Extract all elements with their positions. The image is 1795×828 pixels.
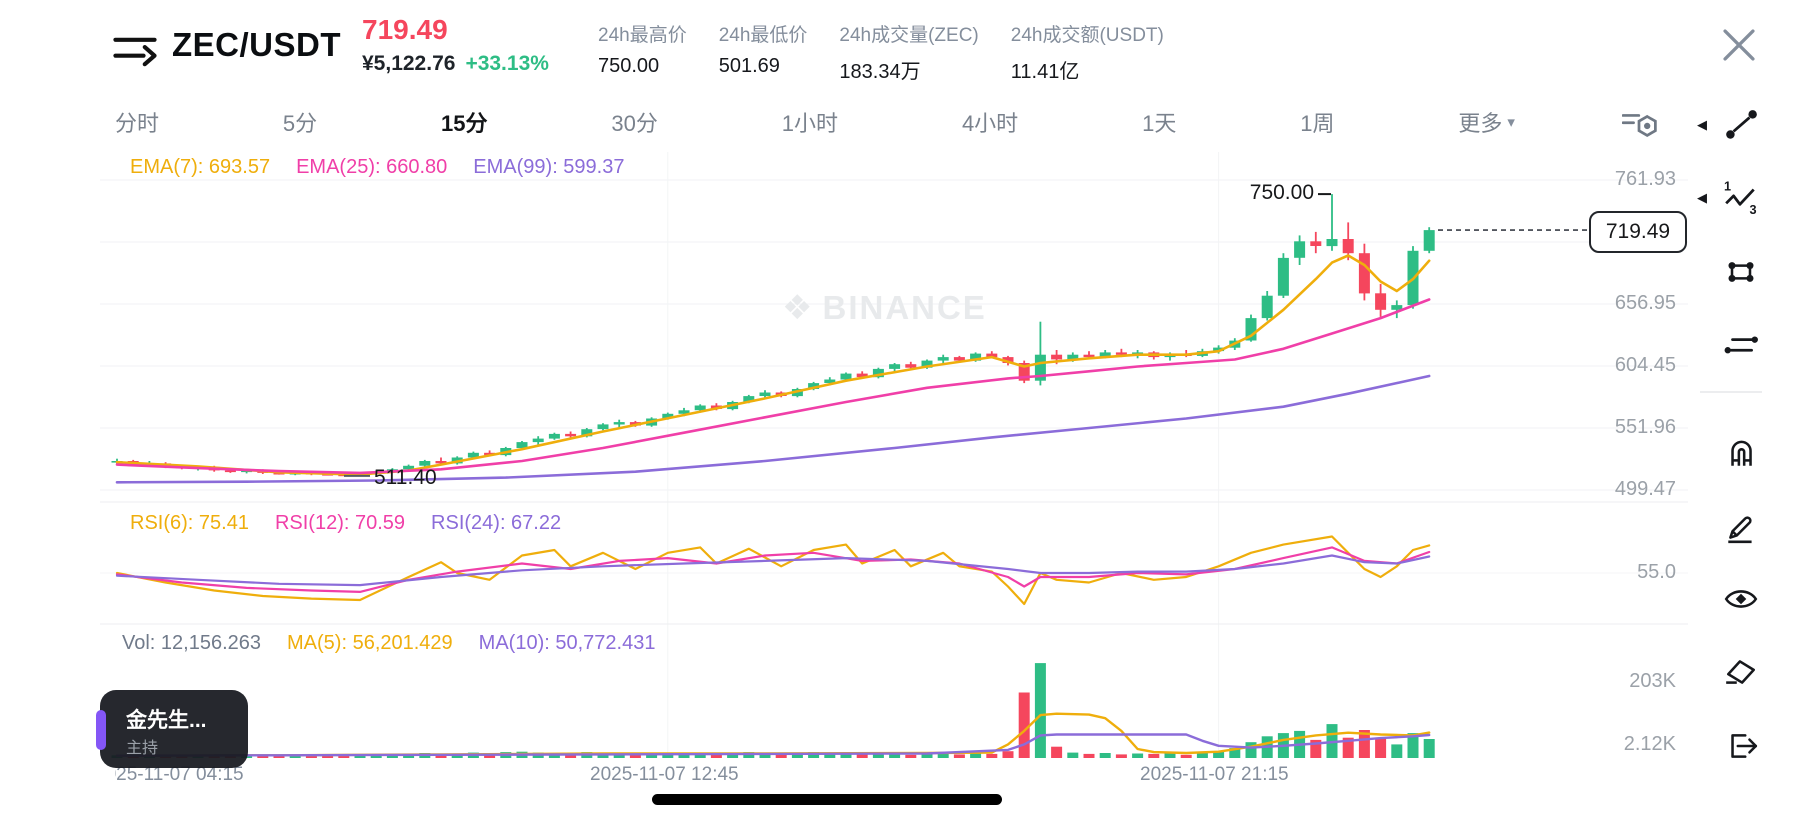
stat-high: 24h最高价 750.00 <box>598 25 687 77</box>
shape-tool-icon[interactable] <box>1723 254 1759 290</box>
y-axis-label: 604.45 <box>1614 354 1676 376</box>
magnet-icon[interactable] <box>1723 435 1759 471</box>
ema99-legend: EMA(99): 599.37 <box>473 156 625 178</box>
fiat-price: ¥5,122.76 <box>362 52 456 75</box>
rsi12-legend: RSI(12): 70.59 <box>274 512 406 534</box>
x-tick-label: 2025-11-07 21:15 <box>1140 764 1289 785</box>
svg-text:1: 1 <box>1724 180 1731 194</box>
ema25-legend: EMA(25): 660.80 <box>296 156 448 178</box>
volume-legend: Vol: 12,156.263 MA(5): 56,201.429 MA(10)… <box>122 632 655 655</box>
y-axis-label: 761.93 <box>1614 168 1676 190</box>
rsi6-legend: RSI(6): 75.41 <box>130 512 249 534</box>
stat-low: 24h最低价 501.69 <box>718 25 808 77</box>
rsi24-legend: RSI(24): 67.22 <box>431 512 562 534</box>
stat-volume-quote: 24h成交额(USDT) 11.41亿 <box>1010 25 1164 83</box>
vol-ma10-legend: MA(10): 50,772.431 <box>478 632 656 654</box>
tab-1d[interactable]: 1天 <box>1142 111 1177 136</box>
tab-15m[interactable]: 15分 <box>441 111 488 136</box>
high-annotation: 750.00 <box>1249 181 1314 205</box>
24h-stats: 24h最高价 750.00 24h最低价 501.69 24h成交量(ZEC) … <box>598 20 1164 84</box>
livestream-card[interactable]: 金先生... 主持 <box>96 690 248 768</box>
fiat-price-row: ¥5,122.76 +33.13% <box>362 52 549 76</box>
home-indicator <box>652 794 1002 805</box>
ema7-legend: EMA(7): 693.57 <box>130 156 271 178</box>
timeframe-tabs: 分时 5分 15分 30分 1小时 4小时 1天 1周 更多 ▾ <box>115 106 1515 138</box>
toolbar-divider <box>1700 391 1762 393</box>
livestream-accent-bar <box>96 710 106 750</box>
livestream-role: 主持 <box>126 740 159 757</box>
tab-1w[interactable]: 1周 <box>1300 111 1335 136</box>
tab-30m[interactable]: 30分 <box>611 111 658 136</box>
binance-watermark: ❖ BINANCE <box>782 289 987 327</box>
binance-logo-icon: ❖ <box>782 289 813 327</box>
livestream-title: 金先生... <box>126 709 207 732</box>
chevron-down-icon: ▾ <box>1507 114 1515 131</box>
close-icon[interactable] <box>1720 26 1758 64</box>
tab-time-share[interactable]: 分时 <box>115 111 160 136</box>
collapse-left-icon[interactable]: ◀ <box>1697 190 1707 205</box>
y-axis-label: 656.95 <box>1614 292 1676 314</box>
parallel-lines-icon[interactable] <box>1723 328 1759 364</box>
trend-line-icon[interactable] <box>1723 107 1759 143</box>
x-tick-label: 2025-11-07 04:15 <box>115 764 244 785</box>
last-price-tag: 719.49 <box>1589 211 1687 254</box>
tab-more[interactable]: 更多 ▾ <box>1458 111 1515 136</box>
eraser-icon[interactable] <box>1723 654 1759 690</box>
draw-pencil-icon[interactable] <box>1723 509 1759 545</box>
ema-legend: EMA(7): 693.57 EMA(25): 660.80 EMA(99): … <box>130 156 624 179</box>
vol-axis-label: 203K <box>1629 670 1676 692</box>
tab-4h[interactable]: 4小时 <box>961 111 1019 136</box>
change-percent: +33.13% <box>465 52 549 75</box>
eye-icon[interactable] <box>1723 581 1759 617</box>
tab-5m[interactable]: 5分 <box>282 111 318 136</box>
low-annotation: 511.40 <box>374 465 437 489</box>
y-axis-label: 551.96 <box>1614 416 1676 438</box>
export-icon[interactable] <box>1723 728 1759 764</box>
vol-value-legend: Vol: 12,156.263 <box>122 632 262 654</box>
y-axis-label: 499.47 <box>1614 478 1676 500</box>
rsi-legend: RSI(6): 75.41 RSI(12): 70.59 RSI(24): 67… <box>130 512 561 535</box>
svg-text:3: 3 <box>1749 203 1756 216</box>
vol-axis-label: 2.12K <box>1623 733 1676 755</box>
indicator-settings-icon[interactable] <box>1622 106 1664 142</box>
x-axis: 2025-11-07 04:15 2025-11-07 12:45 2025-1… <box>115 764 1660 790</box>
tab-1h[interactable]: 1小时 <box>781 111 839 136</box>
elliott-wave-icon[interactable]: 1 3 <box>1723 180 1759 216</box>
chart-menu-icon[interactable] <box>113 30 157 67</box>
x-tick-label: 2025-11-07 12:45 <box>590 764 739 785</box>
last-price: 719.49 <box>362 14 448 45</box>
collapse-left-icon[interactable]: ◀ <box>1697 117 1707 132</box>
pair-title: ZEC/USDT <box>172 26 341 63</box>
vol-ma5-legend: MA(5): 56,201.429 <box>287 632 453 654</box>
stat-volume-base: 24h成交量(ZEC) 183.34万 <box>839 25 979 83</box>
rsi-axis-label: 55.0 <box>1637 561 1676 583</box>
